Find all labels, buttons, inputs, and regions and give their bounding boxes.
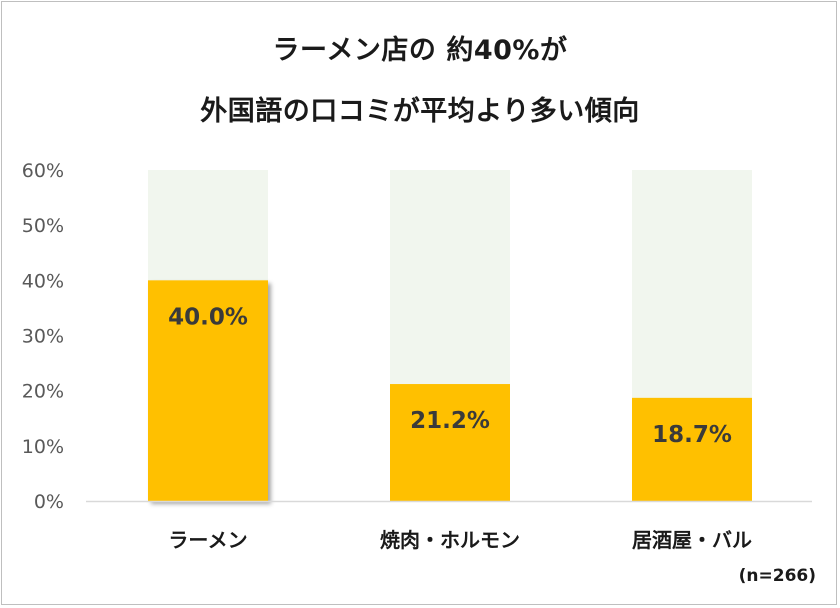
y-tick-label: 50% bbox=[22, 215, 64, 237]
data-label: 21.2% bbox=[410, 408, 490, 434]
bar bbox=[390, 384, 510, 501]
bar bbox=[632, 397, 752, 501]
bar bbox=[148, 280, 268, 501]
y-tick-label: 40% bbox=[22, 270, 64, 292]
category-label: 焼肉・ホルモン bbox=[380, 528, 520, 552]
y-tick-label: 20% bbox=[22, 381, 64, 403]
data-label: 18.7% bbox=[652, 422, 732, 448]
chart-title-line-2: 外国語の口コミが平均より多い傾向 bbox=[200, 96, 640, 127]
y-tick-label: 30% bbox=[22, 326, 64, 348]
y-tick-label: 60% bbox=[22, 160, 64, 182]
category-label: 居酒屋・バル bbox=[632, 528, 752, 552]
chart-title-line-1: ラーメン店の 約40%が bbox=[272, 35, 568, 66]
category-label: ラーメン bbox=[168, 528, 247, 552]
y-tick-label: 0% bbox=[34, 491, 64, 513]
y-tick-label: 10% bbox=[22, 436, 64, 458]
sample-size-note: (n=266) bbox=[738, 566, 816, 586]
data-label: 40.0% bbox=[168, 304, 248, 330]
